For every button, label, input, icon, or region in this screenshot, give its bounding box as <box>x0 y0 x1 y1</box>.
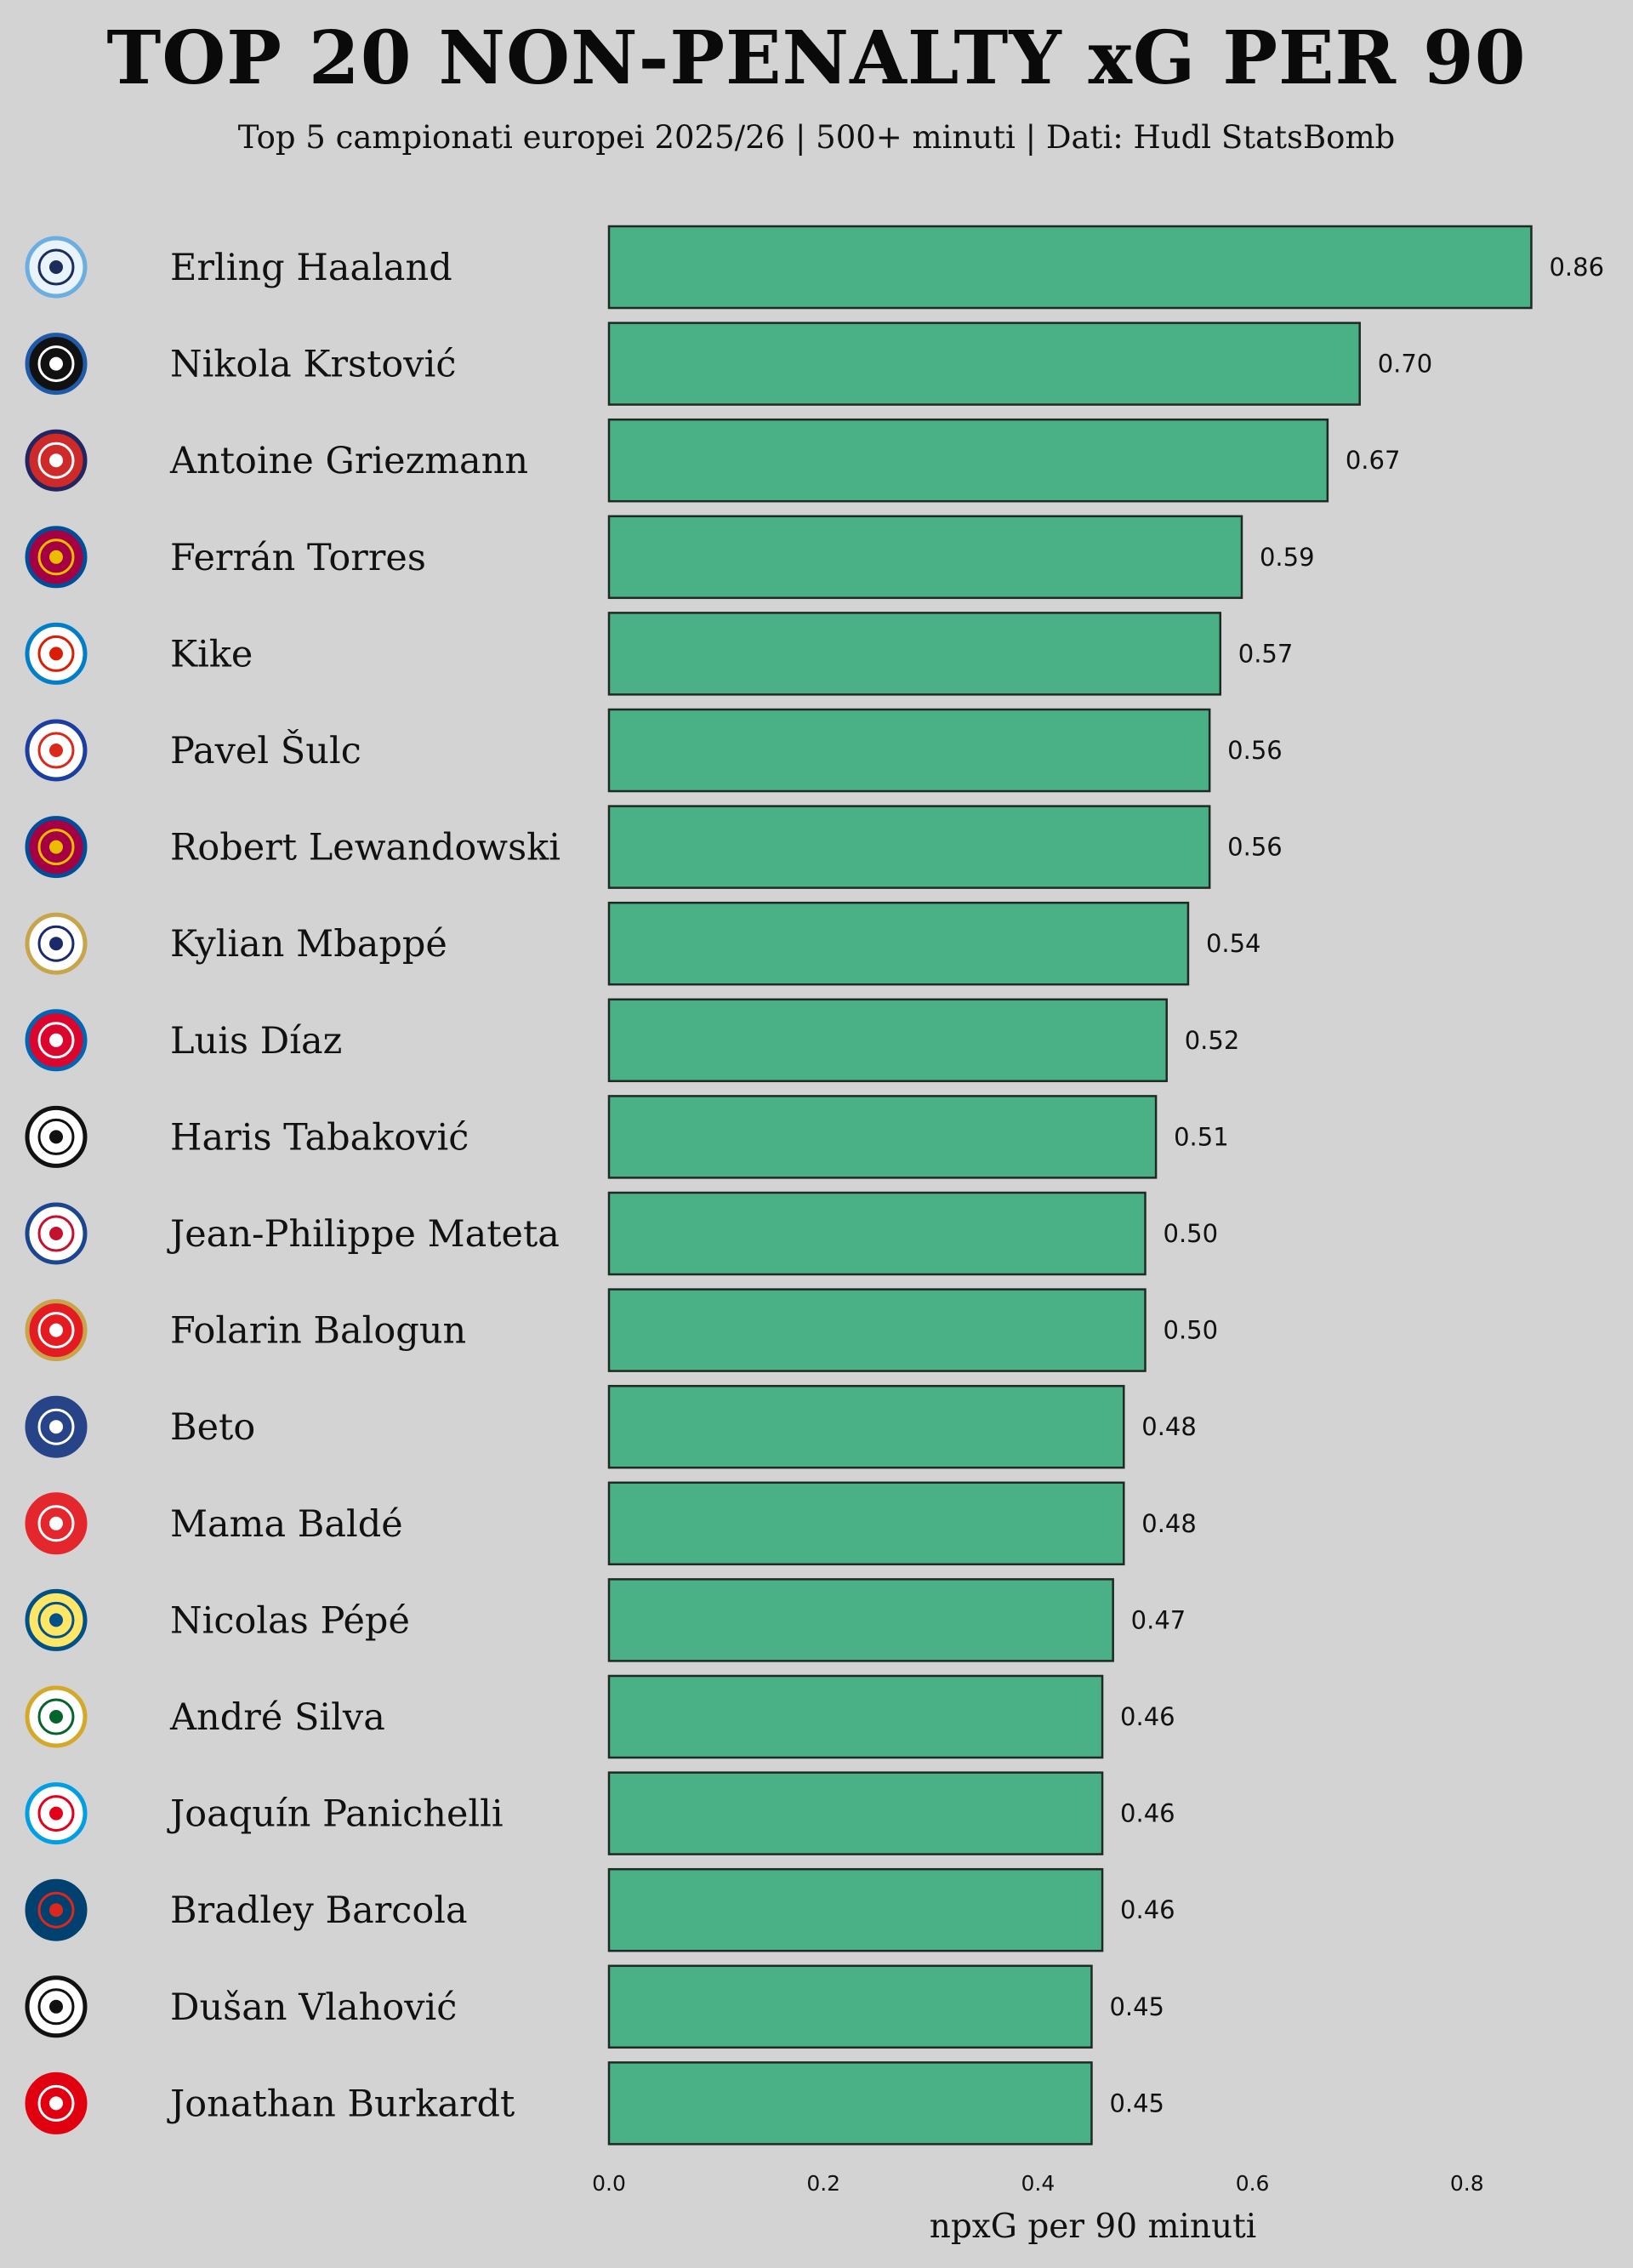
player-label: Robert Lewandowski <box>170 827 560 869</box>
value-label: 0.57 <box>1238 639 1294 668</box>
player-label: Dušan Vlahović <box>170 1986 457 2029</box>
value-label: 0.50 <box>1164 1316 1219 1345</box>
bar <box>607 1867 1104 1952</box>
value-label: 0.46 <box>1120 1799 1175 1828</box>
player-label: Folarin Balogun <box>170 1310 466 1353</box>
elche-badge-icon <box>25 1685 88 1748</box>
bar <box>607 1384 1125 1469</box>
x-tick-label: 0.2 <box>806 2171 840 2196</box>
value-label: 0.45 <box>1109 1992 1164 2021</box>
strasbourg-badge-icon <box>25 1782 88 1845</box>
real-madrid-badge-icon <box>25 912 88 975</box>
manchester-city-badge-icon <box>25 236 88 299</box>
bar <box>607 1771 1104 1855</box>
bar <box>607 2061 1093 2145</box>
bar <box>607 418 1329 503</box>
eintracht-frankfurt-badge-icon <box>25 2071 88 2134</box>
bar <box>607 612 1222 696</box>
atalanta-badge-icon <box>25 333 88 396</box>
barcelona-badge-icon <box>25 816 88 879</box>
value-label: 0.56 <box>1227 736 1283 765</box>
value-label: 0.67 <box>1346 446 1401 475</box>
barcelona-badge-icon <box>25 526 88 589</box>
bar <box>607 322 1361 406</box>
bar <box>607 225 1533 310</box>
bar <box>607 1674 1104 1759</box>
bar <box>607 1191 1147 1276</box>
chart-title: TOP 20 NON-PENALTY xG PER 90 <box>106 15 1527 101</box>
bar <box>607 708 1211 793</box>
player-label: Antoine Griezmann <box>169 440 528 482</box>
bar <box>607 998 1168 1083</box>
player-label: Pavel Šulc <box>170 729 361 772</box>
psg-badge-icon <box>25 1878 88 1941</box>
bar <box>607 1095 1158 1179</box>
bar <box>607 805 1211 889</box>
brest-badge-icon <box>25 1492 88 1555</box>
value-label: 0.46 <box>1120 1895 1175 1924</box>
value-label: 0.47 <box>1131 1605 1186 1634</box>
value-label: 0.52 <box>1185 1026 1240 1055</box>
bar <box>607 1578 1114 1662</box>
bar <box>607 901 1190 986</box>
player-label: Beto <box>170 1406 255 1449</box>
value-label: 0.46 <box>1120 1702 1175 1731</box>
player-label: Nicolas Pépé <box>170 1599 410 1642</box>
player-label: Kike <box>170 633 253 675</box>
player-label: Jonathan Burkardt <box>167 2083 515 2125</box>
x-tick-label: 0.4 <box>1021 2171 1055 2196</box>
bar <box>607 1964 1093 2049</box>
player-label: Nikola Krstović <box>170 344 456 386</box>
player-label: Luis Díaz <box>170 1020 342 1063</box>
espanyol-badge-icon <box>25 622 88 685</box>
value-label: 0.56 <box>1227 833 1283 862</box>
value-label: 0.59 <box>1260 543 1315 572</box>
bar <box>607 515 1243 600</box>
bayern-munich-badge-icon <box>25 1009 88 1072</box>
player-label: Haris Tabaković <box>170 1116 469 1159</box>
player-label: Kylian Mbappé <box>170 923 447 966</box>
value-label: 0.54 <box>1206 929 1261 958</box>
bar <box>607 1288 1147 1372</box>
player-label: Jean-Philippe Mateta <box>167 1213 560 1256</box>
monaco-badge-icon <box>25 1299 88 1362</box>
player-label: Joaquín Panichelli <box>167 1793 504 1836</box>
value-label: 0.50 <box>1164 1219 1219 1248</box>
atletico-madrid-badge-icon <box>25 429 88 492</box>
value-label: 0.48 <box>1141 1509 1197 1538</box>
x-tick-label: 0.8 <box>1450 2171 1484 2196</box>
player-label: André Silva <box>169 1696 385 1739</box>
gladbach-badge-icon <box>25 1105 88 1168</box>
x-tick-label: 0.0 <box>592 2171 626 2196</box>
player-label: Ferrán Torres <box>170 537 426 579</box>
juventus-badge-icon <box>25 1975 88 2038</box>
value-label: 0.51 <box>1174 1122 1229 1151</box>
chart-subtitle: Top 5 campionati europei 2025/26 | 500+ … <box>237 119 1396 156</box>
villarreal-badge-icon <box>25 1588 88 1651</box>
player-label: Erling Haaland <box>170 247 452 289</box>
value-label: 0.70 <box>1378 350 1433 379</box>
crystal-palace-badge-icon <box>25 1202 88 1265</box>
player-label: Bradley Barcola <box>170 1889 468 1932</box>
bar <box>607 1481 1125 1566</box>
lyon-badge-icon <box>25 719 88 782</box>
value-label: 0.45 <box>1109 2088 1164 2117</box>
value-label: 0.48 <box>1141 1412 1197 1441</box>
everton-badge-icon <box>25 1395 88 1458</box>
x-axis-title: npxG per 90 minuti <box>930 2208 1257 2246</box>
player-label: Mama Baldé <box>170 1503 403 1546</box>
value-label: 0.86 <box>1549 253 1604 282</box>
x-tick-label: 0.6 <box>1236 2171 1270 2196</box>
